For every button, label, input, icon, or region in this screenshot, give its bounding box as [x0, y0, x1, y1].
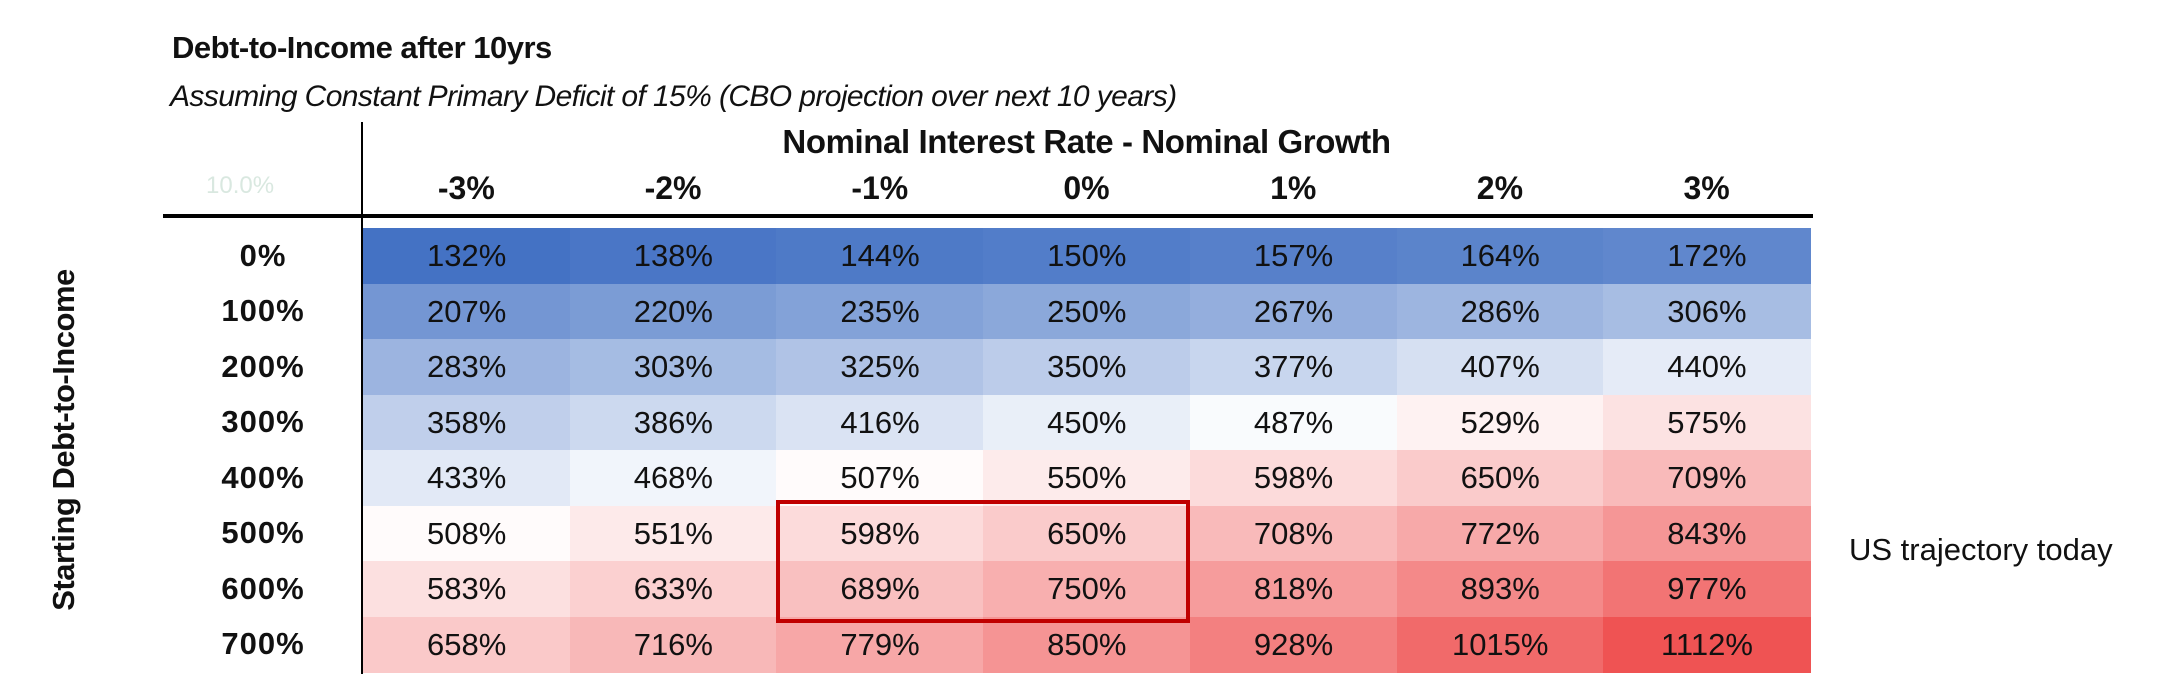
heatmap-cell: 250%: [983, 283, 1191, 340]
heatmap-cell: 132%: [363, 228, 571, 285]
heatmap-grid: 132% 138% 144% 150% 157% 164% 172% 207% 220% 235%…: [363, 228, 1811, 673]
heatmap-cell: 416%: [776, 394, 984, 451]
header-divider-line: [163, 214, 1813, 218]
heatmap-cell: 650%: [1396, 450, 1604, 507]
row-header: 700%: [221, 626, 305, 662]
heatmap-cell: 689%: [776, 561, 984, 618]
column-header: 2%: [1476, 170, 1524, 206]
heatmap-cell: 487%: [1189, 394, 1398, 451]
heatmap-cell: 468%: [569, 450, 778, 507]
heatmap-cell: 358%: [363, 394, 571, 451]
heatmap-cell: 144%: [776, 228, 984, 285]
heatmap-cell: 235%: [776, 283, 984, 340]
heatmap-cell: 1015%: [1396, 616, 1604, 673]
heatmap-cell: 283%: [363, 339, 571, 396]
corner-label: 10.0%: [206, 172, 275, 199]
column-group-label: Nominal Interest Rate - Nominal Growth: [782, 123, 1391, 160]
heatmap-cell: 708%: [1189, 505, 1398, 562]
heatmap-cell: 350%: [983, 339, 1191, 396]
chart-title: Debt-to-Income after 10yrs: [172, 30, 552, 65]
row-header: 300%: [221, 404, 305, 440]
heatmap-cell: 207%: [363, 283, 571, 340]
heatmap-cell: 150%: [983, 228, 1191, 285]
column-header: 3%: [1683, 170, 1730, 206]
column-header: 0%: [1063, 170, 1110, 206]
column-header: -1%: [851, 170, 909, 206]
heatmap-cell: 551%: [569, 505, 778, 562]
heatmap-cell: 325%: [776, 339, 984, 396]
heatmap-cell: 138%: [569, 228, 778, 285]
heatmap-cell: 977%: [1603, 561, 1811, 618]
heatmap-cell: 303%: [569, 339, 778, 396]
heatmap-cell: 440%: [1603, 339, 1811, 396]
heatmap-cell: 1112%: [1603, 616, 1811, 673]
row-header: 100%: [221, 293, 305, 329]
heatmap-cell: 750%: [983, 561, 1191, 618]
chart-subtitle: Assuming Constant Primary Deficit of 15%…: [170, 80, 1177, 113]
heatmap-cell: 658%: [363, 616, 571, 673]
heatmap-cell: 843%: [1603, 505, 1811, 562]
heatmap-cell: 850%: [983, 616, 1191, 673]
heatmap-cell: 164%: [1396, 228, 1604, 285]
heatmap-cell: 306%: [1603, 283, 1811, 340]
heatmap-cell: 508%: [363, 505, 571, 562]
row-axis-label-text: Starting Debt-to-Income: [46, 269, 81, 611]
heatmap-cell: 709%: [1603, 450, 1811, 507]
heatmap-cell: 583%: [363, 561, 571, 618]
heatmap-cell: 779%: [776, 616, 984, 673]
heatmap-cell: 598%: [776, 505, 984, 562]
heatmap-cell: 377%: [1189, 339, 1398, 396]
heatmap-cell: 772%: [1396, 505, 1604, 562]
row-header: 500%: [221, 515, 305, 551]
column-header: 1%: [1270, 170, 1317, 206]
row-header: 0%: [239, 237, 287, 273]
heatmap-cell: 407%: [1396, 339, 1604, 396]
heatmap-cell: 507%: [776, 450, 984, 507]
row-header: 400%: [221, 459, 305, 495]
highlight-box: [776, 499, 1190, 623]
heatmap-cell: 267%: [1189, 283, 1398, 340]
heatmap-cell: 575%: [1603, 394, 1811, 451]
row-header: 200%: [221, 348, 305, 384]
heatmap-cell: 450%: [983, 394, 1191, 451]
heatmap-cell: 529%: [1396, 394, 1604, 451]
heatmap-cell: 220%: [569, 283, 778, 340]
annotation-label: US trajectory today: [1849, 532, 2113, 567]
heatmap-cell: 818%: [1189, 561, 1398, 618]
heatmap-cell: 716%: [569, 616, 778, 673]
row-header-divider-line: [361, 122, 363, 674]
column-header: -3%: [437, 170, 495, 206]
heatmap-cell: 893%: [1396, 561, 1604, 618]
heatmap-cell: 386%: [569, 394, 778, 451]
column-header: -2%: [644, 170, 702, 206]
heatmap-cell: 650%: [983, 505, 1191, 562]
heatmap-cell: 157%: [1189, 228, 1398, 285]
heatmap-cell: 433%: [363, 450, 571, 507]
row-header: 600%: [221, 570, 305, 606]
heatmap-cell: 633%: [569, 561, 778, 618]
heatmap-cell: 598%: [1189, 450, 1398, 507]
column-headers: -3% -2% -1% 0% 1% 2% 3%: [363, 170, 1810, 216]
heatmap-cell: 286%: [1396, 283, 1604, 340]
heatmap-cell: 928%: [1189, 616, 1398, 673]
heatmap-cell: 550%: [983, 450, 1191, 507]
heatmap-cell: 172%: [1603, 228, 1811, 285]
